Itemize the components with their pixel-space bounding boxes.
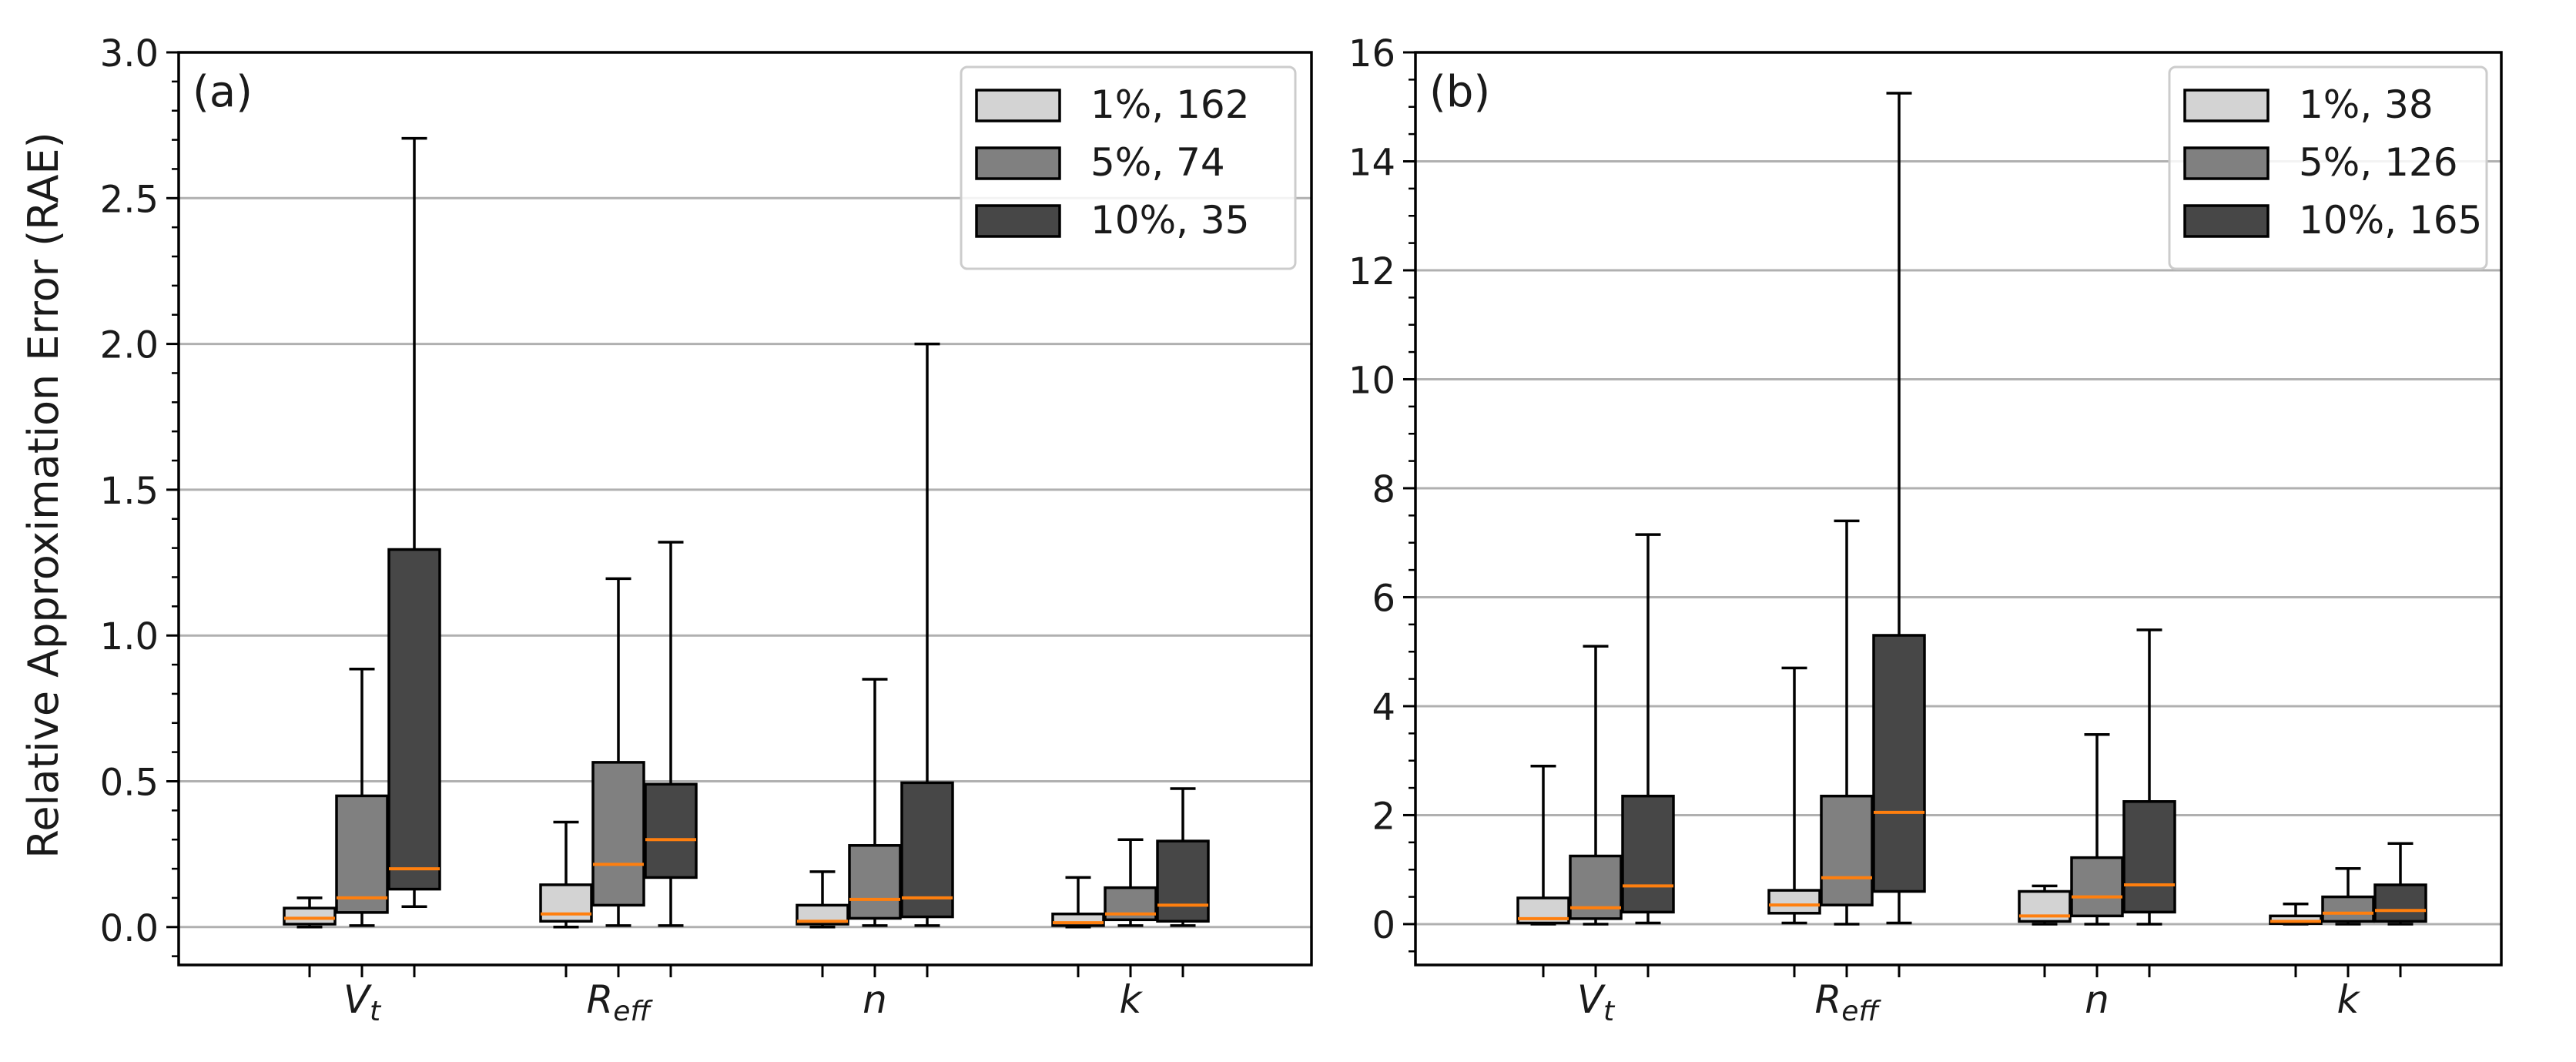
panel-b: 0 2 4 6 8 10 12 14 16 Vt Reff n k (b) 1%, 38 5%, 126 10%… <box>1348 32 2503 1027</box>
box-body <box>1621 794 1675 914</box>
x-tick-label: Vt <box>343 977 382 1027</box>
y-tick-label: 2 <box>1372 795 1395 838</box>
box-3-series-2 <box>848 678 902 927</box>
x-tick-label: Reff <box>587 977 654 1027</box>
legend: 1%, 162 5%, 74 10%, 35 <box>960 65 1297 270</box>
y-tick-label: 12 <box>1348 250 1395 293</box>
box-3-series-1 <box>796 870 849 929</box>
legend-label: 10%, 165 <box>2299 198 2482 243</box>
box-2-series-3 <box>1872 92 1926 925</box>
panel-label: (a) <box>193 67 253 117</box>
legend-label: 5%, 74 <box>1090 140 1225 185</box>
y-tick-label: 4 <box>1372 686 1395 729</box>
y-tick-label: 3.0 <box>100 32 159 75</box>
box-body <box>387 548 441 891</box>
box-2-series-1 <box>539 820 593 929</box>
y-tick-label: 16 <box>1348 32 1395 75</box>
box-4-series-1 <box>1051 876 1105 929</box>
legend-swatch <box>2183 89 2269 122</box>
legend-label: 10%, 35 <box>1090 198 1250 243</box>
x-tick-label: k <box>2337 977 2361 1022</box>
box-3-series-3 <box>900 342 954 927</box>
box-body <box>2269 914 2323 925</box>
y-tick-label: 2.0 <box>100 324 159 367</box>
box-body <box>2321 895 2375 923</box>
box-4-series-2 <box>1104 838 1157 927</box>
y-tick-label: 2.5 <box>100 178 159 221</box>
box-1-series-3 <box>1621 533 1675 925</box>
x-tick-label: n <box>863 977 887 1022</box>
y-tick-label: 1.5 <box>100 470 159 513</box>
box-body <box>2122 800 2176 914</box>
x-tick-label: Vt <box>1577 977 1616 1027</box>
legend-swatch <box>975 204 1061 238</box>
box-body <box>1156 839 1210 923</box>
legend-swatch <box>975 89 1061 122</box>
y-tick-label: 0 <box>1372 904 1395 947</box>
legend-label: 1%, 38 <box>2299 82 2434 127</box>
x-tick-label: Reff <box>1815 977 1882 1027</box>
box-body <box>1767 889 1821 915</box>
box-1-series-1 <box>1516 765 1570 926</box>
box-3-series-2 <box>2070 732 2124 926</box>
box-3-series-1 <box>2018 884 2072 926</box>
box-1-series-1 <box>283 896 337 929</box>
y-tick-label: 10 <box>1348 359 1395 402</box>
box-2-series-2 <box>1820 519 1874 926</box>
box-body <box>283 906 337 926</box>
x-tick-label: k <box>1120 977 1144 1022</box>
y-tick-label: 0.5 <box>100 761 159 804</box>
box-1-series-2 <box>1569 645 1623 926</box>
box-2-series-1 <box>1767 666 1821 925</box>
box-4-series-2 <box>2321 867 2375 926</box>
box-body <box>2373 883 2427 923</box>
y-axis-label: Relative Approximation Error (RAE) <box>19 132 68 858</box>
box-4-series-3 <box>2373 842 2427 926</box>
box-1-series-3 <box>387 136 441 909</box>
box-body <box>335 794 389 914</box>
box-body <box>900 781 954 919</box>
panel-a: 0.0 0.5 1.0 1.5 2.0 2.5 3.0 Vt Reff n k (a) 1%, 162 5… <box>100 32 1313 1027</box>
legend-swatch <box>975 146 1061 180</box>
axes-frame <box>1414 51 2503 967</box>
box-4-series-1 <box>2269 903 2323 926</box>
box-body <box>2070 856 2124 918</box>
box-body <box>591 761 645 907</box>
box-1-series-2 <box>335 667 389 927</box>
y-tick-label: 8 <box>1372 468 1395 511</box>
legend-swatch <box>2183 204 2269 238</box>
box-body <box>539 883 593 923</box>
legend: 1%, 38 5%, 126 10%, 165 <box>2168 65 2488 270</box>
box-2-series-3 <box>644 541 698 927</box>
axes-frame <box>177 51 1313 967</box>
box-body <box>1820 794 1874 906</box>
y-tick-label: 0.0 <box>100 907 159 950</box>
box-body <box>1872 634 1926 893</box>
box-body <box>848 844 902 920</box>
box-2-series-2 <box>591 577 645 927</box>
y-tick-label: 6 <box>1372 577 1395 620</box>
legend-label: 1%, 162 <box>1090 82 1250 127</box>
box-body <box>644 782 698 879</box>
legend-swatch <box>2183 146 2269 180</box>
y-tick-label: 14 <box>1348 141 1395 184</box>
panel-label: (b) <box>1429 67 1490 117</box>
box-4-series-3 <box>1156 787 1210 927</box>
legend-label: 5%, 126 <box>2299 140 2458 185</box>
y-tick-label: 1.0 <box>100 615 159 658</box>
x-tick-label: n <box>2085 977 2109 1022</box>
box-3-series-3 <box>2122 628 2176 926</box>
